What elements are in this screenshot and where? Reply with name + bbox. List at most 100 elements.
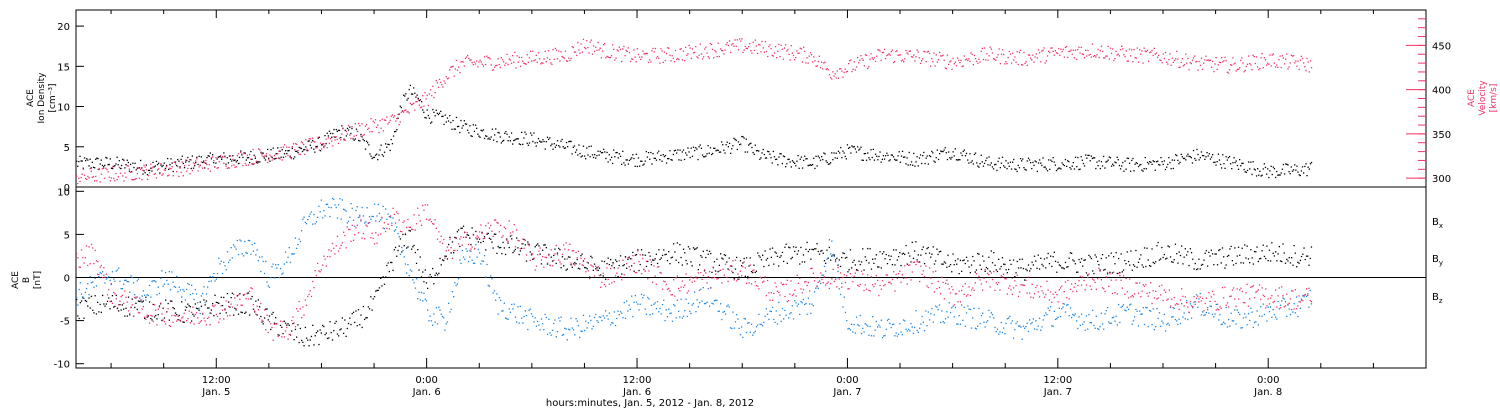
data-point-velocity (367, 128, 369, 131)
data-point-density (1054, 164, 1056, 166)
data-point-Bz (812, 272, 814, 274)
data-point-Bz (525, 254, 528, 256)
data-point-Bz (828, 287, 830, 290)
data-point-density (432, 108, 434, 111)
data-point-Bx (297, 324, 299, 326)
data-point-Bx (483, 236, 486, 238)
data-point-Bx (506, 238, 508, 240)
data-point-By (336, 217, 339, 219)
data-point-Bx (666, 260, 669, 262)
data-point-density (512, 143, 514, 145)
data-point-By (406, 272, 408, 274)
data-point-density (1196, 148, 1198, 151)
data-point-velocity (1153, 47, 1155, 49)
data-point-density (960, 152, 962, 154)
data-point-Bx (1232, 264, 1235, 266)
data-point-Bx (1308, 264, 1310, 266)
data-point-Bz (658, 266, 660, 268)
data-point-Bz (351, 224, 353, 226)
data-point-density (1104, 167, 1106, 169)
data-point-velocity (742, 51, 744, 54)
data-point-By (260, 270, 262, 273)
data-point-velocity (474, 63, 477, 65)
data-point-Bx (1087, 274, 1089, 276)
data-point-density (754, 144, 756, 146)
data-point-velocity (504, 64, 506, 66)
data-point-By (968, 308, 970, 310)
data-point-Bz (596, 269, 598, 271)
data-point-Bx (1216, 264, 1219, 266)
data-point-velocity (145, 169, 147, 171)
data-point-Bz (265, 329, 267, 331)
data-point-velocity (1107, 45, 1109, 47)
data-point-Bx (1294, 252, 1296, 254)
data-point-Bz (498, 231, 500, 233)
data-point-velocity (805, 62, 807, 64)
data-point-density (89, 158, 91, 160)
data-point-Bz (166, 311, 168, 313)
xtick-time-label: 12:00 (623, 375, 652, 386)
data-point-density (844, 155, 846, 158)
data-point-Bx (161, 319, 163, 322)
data-point-Bx (1199, 268, 1201, 270)
data-point-Bz (886, 274, 889, 276)
data-point-By (1066, 304, 1068, 306)
data-point-Bx (613, 267, 615, 269)
data-point-Bz (654, 275, 656, 277)
data-point-By (581, 330, 583, 333)
data-point-By (1111, 317, 1114, 319)
data-point-density (327, 135, 329, 137)
data-point-By (947, 316, 949, 318)
data-point-density (1310, 161, 1313, 164)
data-point-By (837, 270, 839, 273)
data-point-Bx (1177, 262, 1179, 264)
data-point-By (791, 305, 793, 307)
data-point-density (980, 154, 982, 156)
data-point-By (121, 288, 123, 290)
data-point-Bx (477, 241, 479, 243)
data-point-velocity (190, 159, 192, 161)
data-point-density (445, 121, 447, 123)
data-point-velocity (1106, 55, 1108, 57)
xtick-time-label: 12:00 (202, 375, 231, 386)
data-point-Bx (1054, 260, 1057, 262)
data-point-velocity (1019, 49, 1022, 51)
data-point-density (154, 165, 156, 167)
data-point-velocity (558, 50, 560, 52)
data-point-velocity (400, 111, 402, 113)
data-point-Bx (460, 227, 462, 229)
data-point-Bx (575, 263, 577, 265)
data-point-Bx (543, 244, 545, 246)
data-point-Bx (215, 301, 217, 303)
data-point-Bx (1296, 266, 1298, 268)
data-point-Bz (210, 312, 212, 315)
data-point-Bx (855, 268, 858, 271)
data-point-velocity (322, 143, 324, 145)
data-point-By (592, 325, 594, 328)
data-point-density (456, 125, 459, 128)
data-point-By (92, 281, 94, 283)
data-point-Bx (678, 261, 680, 264)
data-point-velocity (842, 76, 844, 78)
data-point-velocity (606, 55, 608, 58)
data-point-Bx (1057, 261, 1059, 263)
data-point-Bz (571, 250, 573, 252)
data-point-By (225, 269, 227, 271)
data-point-velocity (582, 38, 585, 40)
data-point-By (849, 329, 852, 331)
data-point-density (185, 161, 187, 163)
data-point-By (474, 262, 476, 264)
data-point-Bx (314, 335, 316, 337)
data-point-Bz (199, 321, 201, 323)
data-point-density (255, 161, 258, 164)
data-point-Bz (273, 323, 276, 325)
data-point-Bx (291, 330, 293, 332)
data-point-Bz (841, 286, 843, 288)
data-point-Bz (203, 317, 205, 319)
data-point-Bx (1265, 257, 1267, 260)
data-point-velocity (927, 50, 929, 53)
data-point-By (335, 206, 337, 209)
data-point-By (317, 216, 319, 218)
data-point-By (202, 292, 204, 295)
data-point-By (1229, 325, 1231, 327)
